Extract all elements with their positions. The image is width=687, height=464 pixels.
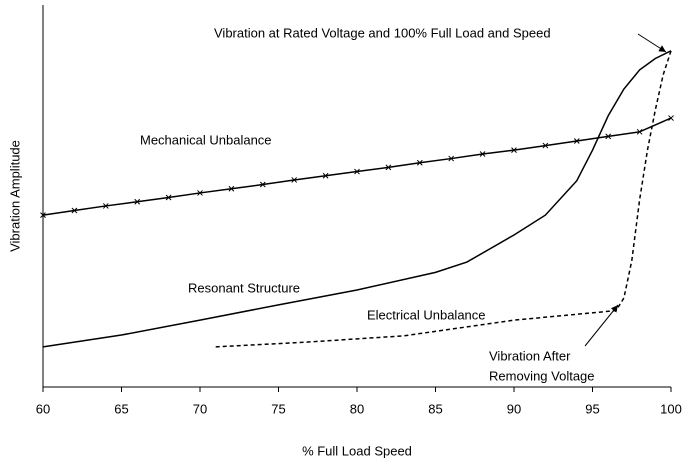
x-tick-label: 85	[428, 401, 442, 416]
series-label: Mechanical Unbalance	[140, 132, 272, 147]
point-marker	[102, 203, 109, 209]
point-marker	[165, 194, 172, 201]
series-label: Electrical Unbalance	[367, 307, 486, 322]
x-tick-label: 100	[660, 401, 682, 416]
point-marker	[134, 198, 141, 205]
point-marker	[605, 133, 612, 140]
x-tick-label: 95	[585, 401, 599, 416]
point-marker	[40, 212, 46, 218]
series-line	[42, 117, 672, 216]
series-line	[42, 50, 672, 348]
x-tick-label: 90	[507, 401, 521, 416]
x-tick-label: 60	[36, 401, 50, 416]
series-line	[215, 50, 672, 348]
y-axis-label: Vibration Amplitude	[7, 140, 22, 252]
point-marker	[573, 138, 580, 144]
point-marker	[668, 115, 674, 121]
x-tick-label: 75	[271, 401, 285, 416]
point-marker	[479, 151, 486, 157]
point-marker	[71, 207, 78, 214]
x-tick-label: 70	[193, 401, 207, 416]
point-marker	[636, 128, 643, 135]
point-marker	[228, 185, 235, 192]
annotation: Vibration After	[489, 348, 571, 363]
annotation: Removing Voltage	[489, 368, 595, 383]
annotation: Vibration at Rated Voltage and 100% Full…	[214, 25, 551, 40]
point-marker	[448, 155, 455, 162]
x-axis-label: % Full Load Speed	[302, 443, 412, 458]
point-marker	[291, 177, 298, 183]
point-marker	[259, 181, 266, 188]
point-marker	[511, 147, 517, 154]
x-tick-label: 80	[350, 401, 364, 416]
point-marker	[416, 159, 423, 166]
point-marker	[385, 164, 392, 171]
point-marker	[354, 168, 360, 175]
point-marker	[197, 190, 203, 196]
annotation-arrow	[584, 304, 619, 347]
x-tick-label: 65	[114, 401, 128, 416]
point-marker	[542, 142, 549, 149]
point-marker	[322, 172, 329, 179]
annotation-arrow	[637, 33, 667, 53]
series-label: Resonant Structure	[188, 280, 300, 295]
